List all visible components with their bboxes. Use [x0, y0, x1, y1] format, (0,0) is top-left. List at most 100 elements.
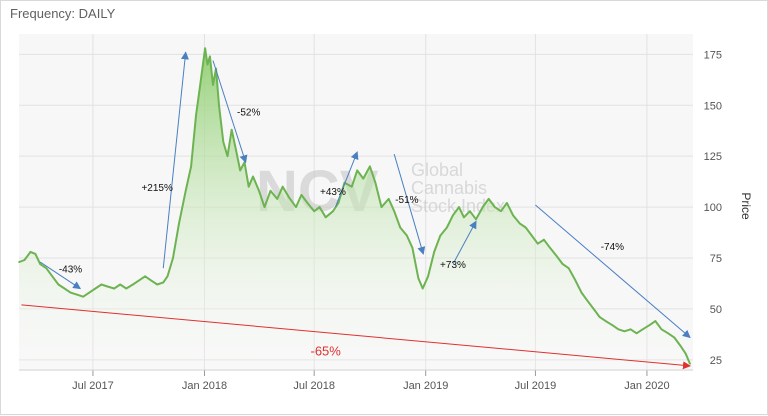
price-point: [411, 247, 414, 249]
price-point: [63, 287, 66, 290]
x-tick-label: Jul 2017: [72, 380, 114, 392]
annotation-arrow: [393, 154, 426, 255]
price-point: [629, 328, 632, 331]
price-point: [356, 169, 359, 172]
price-point: [660, 328, 663, 331]
price-point: [518, 222, 521, 225]
price-point: [119, 283, 121, 286]
price-point: [218, 104, 220, 107]
price-point: [337, 202, 340, 204]
price-point: [258, 190, 260, 192]
price-point: [51, 275, 54, 278]
price-point: [574, 279, 577, 282]
annotation-arrow: [39, 261, 82, 290]
annotation-label: -74%: [601, 242, 624, 253]
annotation-arrow: [535, 204, 691, 339]
price-point: [452, 214, 454, 216]
price-point: [144, 275, 146, 278]
price-point: [369, 165, 371, 168]
price-point: [555, 255, 558, 257]
price-point: [641, 328, 644, 331]
price-point: [206, 63, 209, 66]
price-point: [318, 206, 321, 208]
price-point: [494, 206, 496, 208]
price-point: [100, 283, 103, 286]
price-point: [113, 287, 115, 290]
price-point: [57, 283, 60, 286]
price-point: [433, 251, 436, 253]
price-point: [34, 253, 37, 255]
price-point: [380, 206, 383, 208]
price-point: [561, 263, 564, 265]
price-point: [531, 234, 533, 237]
price-point: [351, 185, 353, 188]
price-point: [592, 308, 595, 310]
price-point: [162, 281, 165, 284]
price-point: [586, 300, 589, 302]
price-point: [387, 198, 390, 200]
y-tick-label: 175: [704, 49, 722, 61]
price-point: [209, 55, 211, 58]
price-point: [475, 218, 477, 221]
price-area: [19, 48, 690, 371]
price-point: [156, 283, 158, 286]
price-point: [45, 267, 48, 270]
price-point: [458, 206, 460, 208]
price-point: [281, 185, 284, 188]
price-point: [138, 279, 140, 282]
price-point: [324, 216, 327, 219]
price-point: [88, 291, 91, 294]
price-point: [287, 196, 290, 198]
price-point: [673, 336, 675, 339]
price-point: [439, 234, 442, 237]
price-point: [617, 328, 620, 331]
price-point: [82, 295, 84, 298]
price-points: [18, 47, 691, 365]
price-point: [654, 320, 657, 322]
price-point: [313, 210, 316, 212]
price-point: [166, 275, 169, 278]
price-point: [184, 190, 187, 192]
price-point: [463, 216, 465, 219]
price-point: [18, 261, 20, 263]
price-point: [199, 84, 201, 86]
annotation-label: +43%: [320, 187, 346, 198]
annotation-label: -51%: [395, 195, 418, 206]
watermark-text: Cannabis: [411, 178, 487, 198]
annotation-arrow: [212, 60, 248, 164]
price-point: [332, 210, 334, 212]
price-point: [178, 222, 180, 225]
price-point: [172, 257, 174, 259]
price-point: [537, 242, 539, 245]
price-point: [195, 114, 197, 117]
annotation-label: +215%: [141, 183, 173, 194]
price-point: [69, 291, 72, 294]
price-point: [247, 185, 250, 188]
y-tick-label: 25: [710, 355, 722, 367]
price-point: [506, 202, 508, 204]
price-point: [39, 263, 41, 265]
price-point: [635, 332, 638, 335]
price-point: [263, 206, 266, 208]
price-point: [190, 165, 192, 168]
price-point: [421, 287, 424, 290]
annotation-label: -52%: [237, 107, 260, 118]
price-point: [524, 226, 527, 229]
price-point: [150, 279, 152, 282]
price-point: [549, 247, 551, 249]
price-point: [648, 324, 651, 327]
price-point: [406, 234, 408, 237]
price-point: [269, 190, 272, 192]
price-point: [106, 285, 109, 288]
price-point: [295, 206, 297, 208]
annotation-label: -65%: [311, 344, 342, 359]
price-point: [679, 344, 682, 347]
price-point: [481, 206, 484, 208]
price-point: [393, 210, 396, 212]
price-point: [212, 84, 214, 86]
annotation-arrow: [452, 220, 477, 265]
price-point: [469, 210, 471, 212]
price-point: [239, 169, 241, 172]
